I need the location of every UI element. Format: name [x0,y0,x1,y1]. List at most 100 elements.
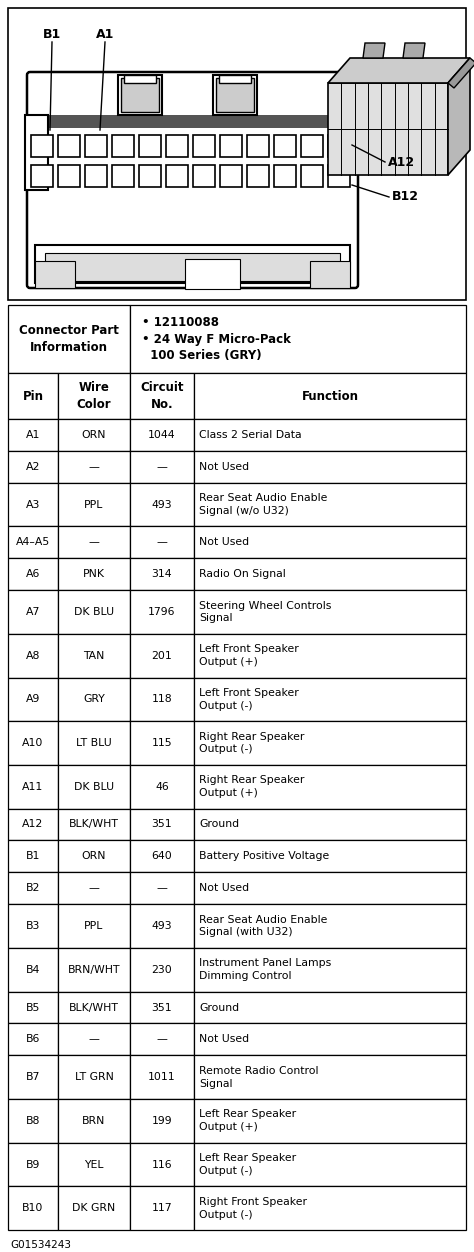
Bar [8,373,58,419]
Text: Radio On Signal: Radio On Signal [199,570,286,580]
Text: Circuit
No.: Circuit No. [140,382,184,411]
Text: —: — [156,884,167,894]
Bar [8,992,58,1023]
Bar [130,1187,194,1229]
Bar [193,165,215,187]
Bar [194,765,466,809]
Text: Function: Function [301,389,358,402]
Text: YEL: YEL [84,1159,104,1169]
Text: Not Used: Not Used [199,1034,249,1044]
Bar [194,1023,466,1055]
Bar [130,992,194,1023]
Text: B5: B5 [26,1003,40,1013]
Bar [130,373,194,419]
Bar [58,948,130,992]
Polygon shape [328,83,448,175]
Bar [130,873,194,904]
Bar [58,809,130,840]
Bar [45,253,340,280]
Text: B8: B8 [26,1116,40,1126]
Bar [130,558,194,590]
Text: Battery Positive Voltage: Battery Positive Voltage [199,851,329,861]
Text: 116: 116 [152,1159,173,1169]
Text: 314: 314 [152,570,173,580]
Text: 199: 199 [152,1116,173,1126]
Text: 493: 493 [152,500,173,510]
Bar [85,165,107,187]
Text: B9: B9 [26,1159,40,1169]
Text: Not Used: Not Used [199,537,249,547]
Bar [38,115,347,128]
Text: B7: B7 [26,1072,40,1082]
Bar [8,483,58,526]
Bar [139,165,161,187]
Bar [130,305,466,373]
Bar [58,135,80,156]
Bar [130,840,194,873]
Bar [130,721,194,765]
Bar [58,483,130,526]
Bar [130,419,194,451]
Bar [58,1143,130,1187]
Bar [8,8,466,300]
Text: 46: 46 [155,781,169,791]
Bar [166,135,188,156]
Bar [220,135,242,156]
Bar [194,809,466,840]
Bar [247,165,269,187]
Text: A10: A10 [22,739,44,747]
Bar [118,75,162,115]
Text: ORN: ORN [82,851,106,861]
Bar [85,135,107,156]
Text: Right Front Speaker
Output (-): Right Front Speaker Output (-) [199,1197,307,1219]
Bar [130,634,194,677]
Bar [31,165,53,187]
Text: A9: A9 [26,695,40,705]
Bar [124,75,156,83]
Text: Left Front Speaker
Output (+): Left Front Speaker Output (+) [199,645,299,667]
Bar [220,165,242,187]
Bar [301,135,323,156]
Bar [8,765,58,809]
Text: PNK: PNK [83,570,105,580]
Bar [130,904,194,948]
Text: 1011: 1011 [148,1072,176,1082]
Text: A1: A1 [26,429,40,439]
Text: Left Rear Speaker
Output (+): Left Rear Speaker Output (+) [199,1109,296,1132]
Text: A3: A3 [26,500,40,510]
Bar [8,526,58,558]
Text: GRY: GRY [83,695,105,705]
Bar [58,1055,130,1099]
Bar [247,135,269,156]
Text: A7: A7 [26,607,40,617]
Bar [58,765,130,809]
Bar [58,904,130,948]
Bar [194,721,466,765]
Text: 493: 493 [152,921,173,931]
Bar [58,992,130,1023]
Bar [58,873,130,904]
Text: Rear Seat Audio Enable
Signal (w/o U32): Rear Seat Audio Enable Signal (w/o U32) [199,493,328,516]
Bar [58,1023,130,1055]
Bar [58,721,130,765]
Text: Not Used: Not Used [199,462,249,472]
FancyBboxPatch shape [27,73,358,288]
Text: —: — [89,1034,100,1044]
Bar [130,948,194,992]
Bar [194,483,466,526]
Bar [8,558,58,590]
Bar [219,75,251,83]
Text: A4–A5: A4–A5 [16,537,50,547]
Text: BRN: BRN [82,1116,106,1126]
Text: LT GRN: LT GRN [74,1072,113,1082]
Text: Right Rear Speaker
Output (+): Right Rear Speaker Output (+) [199,775,304,798]
Bar [8,590,58,634]
Bar [130,1143,194,1187]
Bar [58,558,130,590]
Bar [328,165,350,187]
Text: A12: A12 [388,155,415,169]
Bar [58,634,130,677]
Bar [130,451,194,483]
Text: 117: 117 [152,1203,173,1213]
Bar [8,809,58,840]
